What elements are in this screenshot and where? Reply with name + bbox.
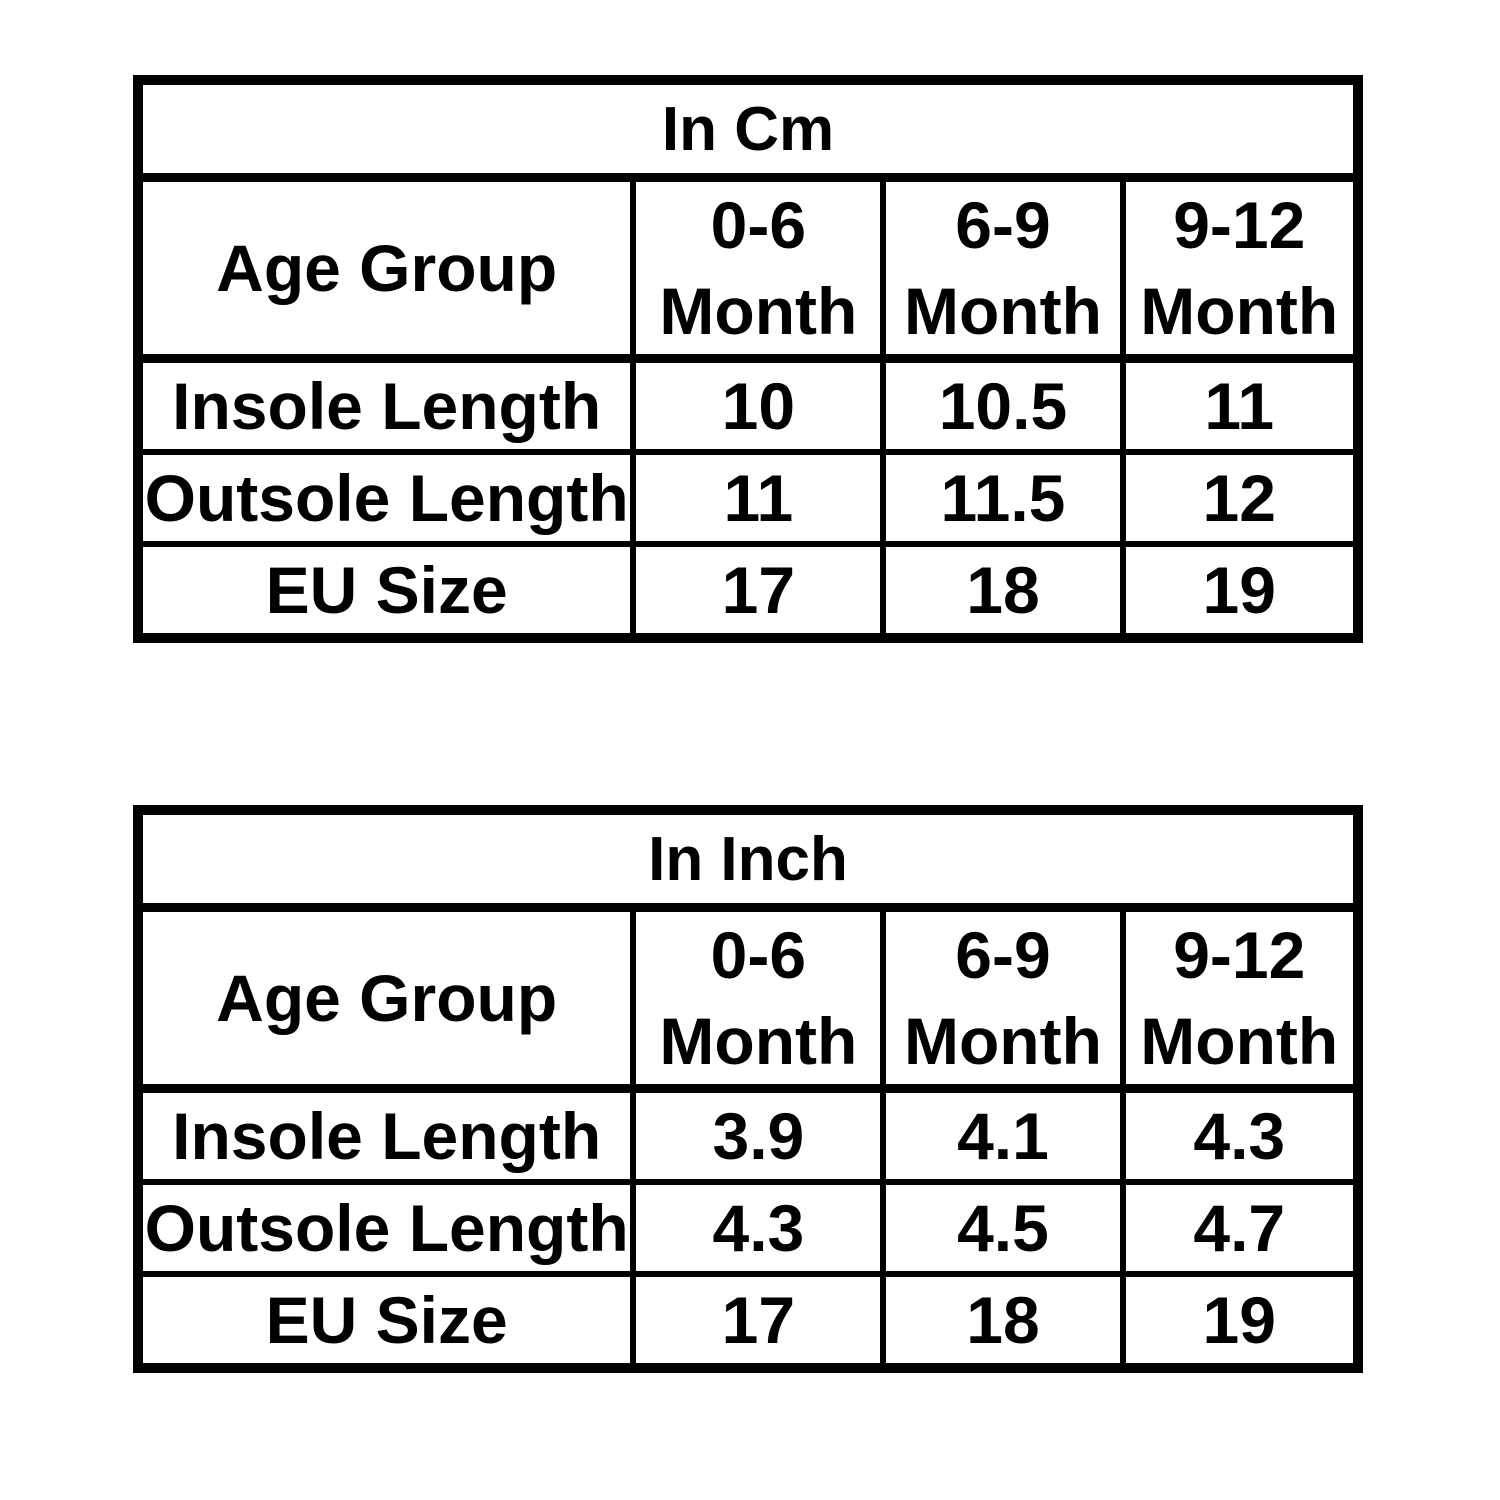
row-label-eu-size: EU Size — [134, 541, 637, 641]
month-header-stack: 0-6 Month — [639, 184, 877, 350]
table-row: Insole Length 10 10.5 11 — [134, 355, 1362, 455]
value-cell: 19 — [1119, 1271, 1362, 1371]
table-row: In Cm — [135, 77, 1361, 182]
value-cell: 10 — [630, 355, 887, 455]
month-header-stack: 6-9 Month — [889, 914, 1116, 1080]
column-header-6-9-month: 6-9 Month — [880, 174, 1126, 363]
value-cell: 11.5 — [880, 449, 1126, 547]
size-chart-table-cm: In Cm Age Group 0-6 Month 6-9 Month 9-12… — [133, 75, 1363, 643]
month-header-stack: 6-9 Month — [889, 184, 1116, 350]
age-unit-label: Month — [904, 1004, 1102, 1078]
value-cell: 19 — [1119, 541, 1362, 641]
value-cell: 11 — [1119, 355, 1362, 455]
table-row: Insole Length 3.9 4.1 4.3 — [134, 1085, 1362, 1185]
table-row: In Inch — [135, 807, 1361, 912]
table-row: EU Size 17 18 19 — [134, 1271, 1362, 1371]
age-unit-label: Month — [1140, 1004, 1339, 1078]
age-group-header-inch: Age Group — [134, 904, 637, 1093]
value-cell: 12 — [1119, 449, 1362, 547]
value-cell: 4.1 — [880, 1085, 1126, 1185]
table-row: Outsole Length 11 11.5 12 — [134, 449, 1362, 547]
value-cell: 10.5 — [880, 355, 1126, 455]
row-label-eu-size: EU Size — [134, 1271, 637, 1371]
value-cell: 4.3 — [630, 1179, 887, 1277]
value-cell: 3.9 — [630, 1085, 887, 1185]
value-cell: 4.7 — [1119, 1179, 1362, 1277]
value-cell: 11 — [630, 449, 887, 547]
age-range-label: 0-6 — [710, 918, 807, 992]
row-label-insole-length: Insole Length — [134, 355, 637, 455]
age-unit-label: Month — [659, 1004, 858, 1078]
value-cell: 18 — [880, 541, 1126, 641]
value-cell: 18 — [880, 1271, 1126, 1371]
age-range-label: 6-9 — [955, 188, 1051, 262]
column-header-9-12-month: 9-12 Month — [1119, 904, 1362, 1093]
size-chart-table-inch: In Inch Age Group 0-6 Month 6-9 Month 9-… — [133, 805, 1363, 1373]
age-range-label: 9-12 — [1173, 918, 1306, 992]
month-header-stack: 9-12 Month — [1129, 914, 1352, 1080]
row-label-outsole-length: Outsole Length — [134, 449, 637, 547]
table-row: Age Group 0-6 Month 6-9 Month 9-12 Month — [134, 174, 1362, 363]
age-group-header-cm: Age Group — [134, 174, 637, 363]
column-header-0-6-month: 0-6 Month — [630, 904, 887, 1093]
value-cell: 17 — [630, 541, 887, 641]
column-header-6-9-month: 6-9 Month — [880, 904, 1126, 1093]
age-unit-label: Month — [659, 274, 858, 348]
table-row: Outsole Length 4.3 4.5 4.7 — [134, 1179, 1362, 1277]
row-label-outsole-length: Outsole Length — [134, 1179, 637, 1277]
table-title-cm: In Cm — [135, 77, 1361, 182]
table-title-inch: In Inch — [135, 807, 1361, 912]
column-header-9-12-month: 9-12 Month — [1119, 174, 1362, 363]
month-header-stack: 9-12 Month — [1129, 184, 1352, 350]
age-range-label: 6-9 — [955, 918, 1051, 992]
age-unit-label: Month — [1140, 274, 1339, 348]
table-row: Age Group 0-6 Month 6-9 Month 9-12 Month — [134, 904, 1362, 1093]
column-header-0-6-month: 0-6 Month — [630, 174, 887, 363]
value-cell: 4.5 — [880, 1179, 1126, 1277]
age-range-label: 0-6 — [710, 188, 807, 262]
row-label-insole-length: Insole Length — [134, 1085, 637, 1185]
table-row: EU Size 17 18 19 — [134, 541, 1362, 641]
value-cell: 17 — [630, 1271, 887, 1371]
month-header-stack: 0-6 Month — [639, 914, 877, 1080]
age-range-label: 9-12 — [1173, 188, 1306, 262]
age-unit-label: Month — [904, 274, 1102, 348]
value-cell: 4.3 — [1119, 1085, 1362, 1185]
